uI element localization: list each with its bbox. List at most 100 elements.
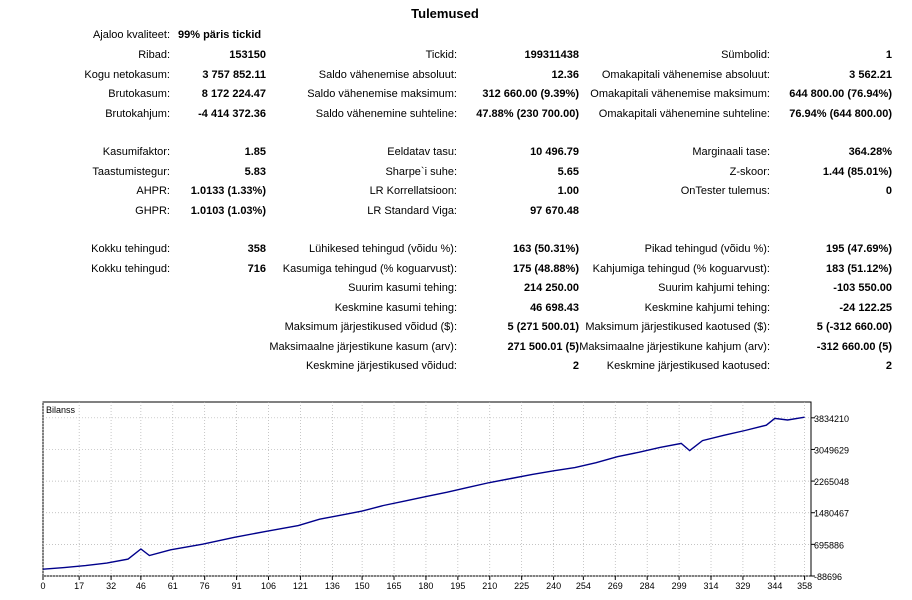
x-tick-label: 150: [355, 581, 370, 591]
stat-value: 2: [572, 360, 579, 372]
x-tick-label: 165: [387, 581, 402, 591]
x-tick-label: 269: [608, 581, 623, 591]
stat-label: Omakapitali vähenemise absoluut:: [601, 69, 770, 81]
stat-label: Kokku tehingud:: [91, 243, 170, 255]
x-tick-label: 344: [767, 581, 782, 591]
x-tick-label: 61: [168, 581, 178, 591]
history-quality-label: Ajaloo kvaliteet:: [92, 29, 170, 41]
stat-value: 183 (51.12%): [825, 263, 892, 275]
stat-label: Omakapitali vähenemise maksimum:: [590, 88, 770, 100]
stat-value: 1.0103 (1.03%): [190, 205, 266, 217]
x-tick-label: 225: [514, 581, 529, 591]
stat-value: 199311438: [524, 49, 579, 61]
stat-value: 5.83: [244, 166, 266, 178]
history-quality-value: 99% päris tickid: [178, 29, 262, 41]
stat-label: Suurim kahjumi tehing:: [658, 282, 770, 294]
x-tick-label: 254: [576, 581, 591, 591]
stat-label: Saldo vähenemine suhteline:: [315, 108, 457, 120]
stat-value: 8 172 224.47: [201, 88, 266, 100]
stat-value: 163 (50.31%): [512, 243, 579, 255]
stat-label: Tickid:: [425, 49, 457, 61]
stat-label: Brutokasum:: [108, 88, 170, 100]
stat-value: 5 (-312 660.00): [816, 321, 892, 333]
stat-label: Z-skoor:: [729, 166, 770, 178]
stat-value: 1.00: [557, 185, 579, 197]
x-tick-label: 136: [325, 581, 340, 591]
x-tick-label: 180: [418, 581, 433, 591]
stat-value: -312 660.00 (5): [816, 341, 892, 353]
stat-label: Kahjumiga tehingud (% koguarvust):: [592, 263, 770, 275]
stat-label: Keskmine kasumi tehing:: [334, 302, 457, 314]
stat-value: 175 (48.88%): [512, 263, 579, 275]
x-tick-label: 91: [232, 581, 242, 591]
stat-value: 716: [247, 263, 266, 275]
stat-label: Saldo vähenemise absoluut:: [318, 69, 457, 81]
y-tick-label: -88696: [814, 572, 842, 582]
stat-value: 153150: [229, 49, 266, 61]
stat-label: Maksimaalne järjestikune kasum (arv):: [269, 341, 457, 353]
stat-label: Eeldatav tasu:: [387, 146, 457, 158]
stat-label: Maksimum järjestikused võidud ($):: [284, 321, 457, 333]
x-tick-label: 32: [106, 581, 116, 591]
stat-label: GHPR:: [135, 205, 170, 217]
stat-value: -24 122.25: [839, 302, 892, 314]
stat-value: 1.85: [244, 146, 266, 158]
x-tick-label: 106: [261, 581, 276, 591]
stat-label: Brutokahjum:: [105, 108, 170, 120]
x-tick-label: 210: [482, 581, 497, 591]
stat-value: 644 800.00 (76.94%): [789, 88, 892, 100]
stat-value: 5 (271 500.01): [507, 321, 579, 333]
stat-label: Keskmine kahjumi tehing:: [644, 302, 770, 314]
stat-label: Ribad:: [138, 49, 170, 61]
x-tick-label: 329: [735, 581, 750, 591]
stat-value: 10 496.79: [530, 146, 579, 158]
y-tick-label: 2265048: [814, 477, 849, 487]
stat-value: 47.88% (230 700.00): [476, 108, 579, 120]
balance-series-line: [42, 416, 805, 570]
stat-value: 76.94% (644 800.00): [789, 108, 892, 120]
stat-value: 1.44 (85.01%): [822, 166, 892, 178]
stat-value: 364.28%: [848, 146, 892, 158]
stat-label: LR Standard Viga:: [367, 205, 457, 217]
stat-label: Taastumistegur:: [92, 166, 170, 178]
stat-value: 12.36: [551, 69, 579, 81]
stat-value: 46 698.43: [530, 302, 579, 314]
stat-value: -4 414 372.36: [198, 108, 266, 120]
stat-label: Sümbolid:: [721, 49, 770, 61]
chart-title: Bilanss: [46, 405, 76, 415]
stat-label: Saldo vähenemise maksimum:: [307, 88, 457, 100]
y-tick-label: 3834210: [814, 414, 849, 424]
stat-label: Kokku tehingud:: [91, 263, 170, 275]
stat-value: 214 250.00: [523, 282, 579, 294]
stat-value: 271 500.01 (5): [507, 341, 579, 353]
x-tick-label: 358: [797, 581, 812, 591]
x-tick-label: 121: [293, 581, 308, 591]
stat-value: 3 562.21: [849, 69, 892, 81]
x-tick-label: 240: [546, 581, 561, 591]
stat-label: Sharpe`i suhe:: [385, 166, 457, 178]
stat-value: 0: [885, 185, 892, 197]
stat-label: Lühikesed tehingud (võidu %):: [309, 243, 457, 255]
y-tick-label: 1480467: [814, 509, 849, 519]
stat-label: Kogu netokasum:: [84, 69, 170, 81]
x-tick-label: 314: [703, 581, 718, 591]
stat-label: Keskmine järjestikused võidud:: [305, 360, 457, 372]
stat-label: Kasumifaktor:: [102, 146, 170, 158]
y-tick-label: 695886: [814, 540, 844, 550]
stat-value: 358: [247, 243, 266, 255]
stat-label: Suurim kasumi tehing:: [348, 282, 457, 294]
stat-label: Keskmine järjestikused kaotused:: [606, 360, 770, 372]
stat-label: Marginaali tase:: [692, 146, 770, 158]
stat-value: 195 (47.69%): [825, 243, 892, 255]
stat-label: LR Korrellatsioon:: [369, 185, 457, 197]
stat-value: 2: [885, 360, 892, 372]
stat-label: Maksimaalne järjestikune kahjum (arv):: [579, 341, 770, 353]
x-tick-label: 284: [640, 581, 655, 591]
stat-value: 3 757 852.11: [202, 69, 266, 81]
stat-value: 312 660.00 (9.39%): [482, 88, 579, 100]
stat-value: 1.0133 (1.33%): [190, 185, 266, 197]
stat-label: Pikad tehingud (võidu %):: [644, 243, 770, 255]
x-tick-label: 0: [40, 581, 45, 591]
stat-value: 97 670.48: [530, 205, 579, 217]
y-tick-label: 3049629: [814, 445, 849, 455]
